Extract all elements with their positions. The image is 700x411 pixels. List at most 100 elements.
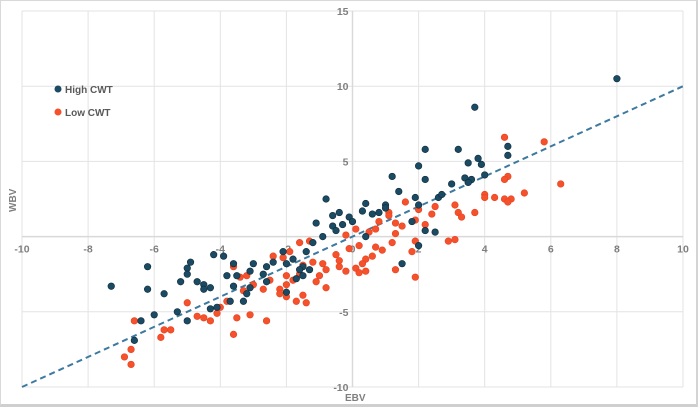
data-point [309, 258, 317, 266]
trendline-dashed [21, 85, 684, 388]
data-point [282, 288, 291, 296]
y-tick-label: 10 [337, 81, 349, 93]
data-point [481, 171, 489, 179]
data-point [292, 297, 300, 305]
data-point [107, 282, 115, 290]
data-point [329, 211, 337, 220]
legend-marker-high-cwt [54, 85, 62, 93]
data-point [239, 297, 248, 305]
data-point [177, 278, 185, 286]
data-point [415, 201, 423, 209]
data-point [362, 233, 370, 241]
data-point [223, 272, 231, 280]
data-point [210, 251, 218, 259]
data-point [474, 154, 482, 162]
data-point [319, 260, 327, 268]
data-point [375, 208, 383, 217]
data-point [305, 266, 314, 274]
data-point [279, 254, 287, 262]
x-tick-label: 4 [482, 244, 488, 256]
data-point [213, 303, 221, 311]
data-point [262, 263, 271, 271]
data-point [401, 198, 409, 206]
data-point [127, 345, 135, 354]
data-point [282, 281, 291, 289]
data-point [312, 219, 320, 227]
data-point [355, 269, 363, 277]
data-point [160, 290, 168, 298]
data-point [395, 187, 403, 196]
data-point [431, 228, 439, 236]
data-point [408, 248, 416, 256]
data-point [282, 260, 291, 268]
data-point [312, 278, 320, 286]
data-point [362, 267, 370, 275]
data-point [220, 252, 228, 260]
data-point [262, 278, 271, 286]
data-point [332, 226, 340, 235]
y-axis-title: WBV [8, 188, 19, 212]
data-point [296, 266, 304, 274]
data-point [500, 133, 509, 141]
data-point [415, 242, 423, 250]
y-tick-label: 5 [343, 156, 349, 168]
data-point [160, 326, 168, 334]
data-point [332, 251, 340, 259]
data-point [500, 175, 509, 184]
data-point [143, 263, 152, 271]
data-point [302, 248, 310, 256]
data-point [345, 245, 353, 253]
data-point [504, 151, 512, 159]
data-point [193, 278, 201, 286]
trendline [21, 85, 684, 388]
data-point [150, 311, 158, 319]
data-point [233, 314, 241, 322]
data-point [520, 189, 528, 197]
data-point [372, 243, 380, 251]
data-point [206, 305, 214, 313]
data-point [368, 252, 376, 260]
data-point [302, 299, 310, 307]
data-point [322, 266, 330, 274]
gridlines [21, 10, 684, 388]
tick-labels: -10-8-6-4-2024681015105-5-10 [14, 6, 689, 394]
data-point [471, 208, 479, 217]
data-point [451, 201, 459, 209]
data-point [322, 195, 330, 203]
data-point [348, 217, 357, 226]
data-point [137, 317, 145, 325]
data-point [448, 180, 456, 188]
data-point [464, 178, 472, 187]
data-point [183, 317, 191, 325]
x-tick-label: -4 [216, 244, 225, 256]
data-point [421, 175, 429, 184]
series-high-cwt [107, 75, 621, 344]
data-point [229, 330, 238, 338]
data-point [315, 272, 324, 280]
data-point [491, 193, 499, 202]
x-tick-label: 10 [677, 244, 689, 256]
data-point [299, 291, 307, 299]
data-point [276, 290, 284, 298]
x-tick-label: 6 [548, 244, 554, 256]
data-point [279, 248, 287, 256]
data-point [388, 172, 396, 181]
data-point [229, 260, 238, 268]
data-point [173, 308, 181, 316]
data-point [421, 226, 429, 235]
data-point [388, 239, 396, 247]
data-point [391, 266, 400, 274]
x-tick-label: -10 [14, 244, 29, 256]
data-point [183, 299, 191, 307]
data-point [457, 213, 466, 221]
data-point [269, 252, 277, 260]
data-point [454, 145, 462, 153]
data-point [335, 257, 343, 265]
data-point [352, 225, 360, 233]
data-point [378, 246, 386, 254]
data-point [613, 75, 621, 83]
data-point [246, 267, 254, 275]
data-point [183, 270, 191, 278]
legend: High CWT Low CWT [54, 85, 113, 119]
data-point [319, 233, 327, 241]
